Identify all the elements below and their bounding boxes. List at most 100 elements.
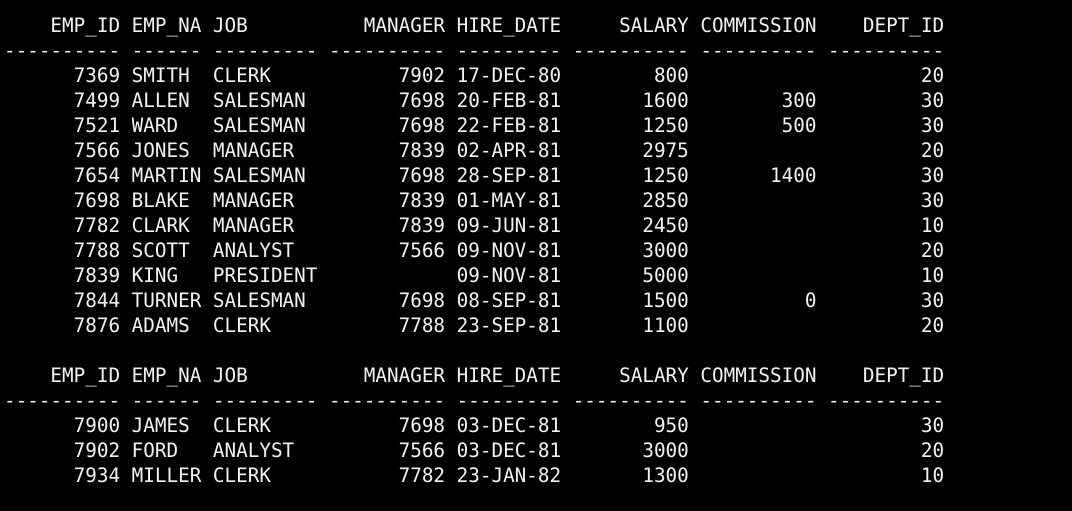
underline-segment: --------- [212, 389, 318, 412]
cell-dept-id: 20 [920, 239, 945, 262]
table-row: 7698 BLAKE MANAGER 7839 01-MAY-81 2850 3… [4, 188, 944, 213]
cell-commission: 500 [781, 114, 817, 137]
underline-segment: ---------- [572, 389, 689, 412]
cell-manager: 7839 [398, 214, 446, 237]
cell-emp-name: CLARK [131, 214, 190, 237]
column-header-hire-date: HIRE_DATE [456, 14, 562, 37]
underline-segment: ---------- [4, 39, 121, 62]
cell-salary: 2975 [642, 139, 689, 162]
cell-job: CLERK [212, 64, 271, 87]
cell-hire-date: 09-NOV-81 [456, 264, 562, 287]
table-row: 7566 JONES MANAGER 7839 02-APR-81 2975 2… [4, 138, 944, 163]
cell-dept-id: 20 [920, 139, 945, 162]
cell-emp-name: FORD [131, 439, 179, 462]
cell-dept-id: 30 [920, 89, 945, 112]
cell-dept-id: 10 [920, 214, 945, 237]
cell-dept-id: 10 [920, 264, 945, 287]
column-header-emp-id: EMP_ID [50, 364, 121, 387]
underline-segment: ---------- [328, 389, 446, 412]
column-header-emp-id: EMP_ID [50, 14, 121, 37]
result-page-2: EMP_ID EMP_NA JOB MANAGER HIRE_DATE SALA… [4, 363, 944, 488]
cell-manager: 7566 [398, 439, 446, 462]
cell-hire-date: 03-DEC-81 [456, 439, 562, 462]
cell-emp-id: 7566 [73, 139, 121, 162]
cell-manager: 7698 [398, 89, 446, 112]
cell-job: CLERK [212, 464, 271, 487]
header-underline: ---------- ------ --------- ---------- -… [4, 388, 944, 413]
cell-salary: 3000 [642, 439, 689, 462]
table-row: 7900 JAMES CLERK 7698 03-DEC-81 950 30 [4, 413, 944, 438]
cell-job: SALESMAN [212, 289, 306, 312]
cell-job: ANALYST [212, 239, 295, 262]
cell-commission: 1400 [770, 164, 817, 187]
cell-hire-date: 23-SEP-81 [456, 314, 562, 337]
cell-job: MANAGER [212, 189, 295, 212]
cell-emp-id: 7499 [73, 89, 121, 112]
cell-manager: 7839 [398, 139, 446, 162]
cell-emp-name: WARD [131, 114, 179, 137]
cell-job: MANAGER [212, 214, 295, 237]
underline-segment: ---------- [700, 39, 817, 62]
cell-emp-id: 7902 [73, 439, 121, 462]
cell-emp-id: 7369 [73, 64, 121, 87]
cell-manager: 7839 [398, 189, 446, 212]
column-header-commission: COMMISSION [700, 14, 817, 37]
cell-emp-name: KING [131, 264, 179, 287]
table-row: 7844 TURNER SALESMAN 7698 08-SEP-81 1500… [4, 288, 944, 313]
cell-emp-name: ADAMS [131, 314, 190, 337]
cell-emp-id: 7782 [73, 214, 121, 237]
cell-job: SALESMAN [212, 114, 306, 137]
cell-emp-name: JONES [131, 139, 190, 162]
cell-hire-date: 01-MAY-81 [456, 189, 562, 212]
cell-hire-date: 23-JAN-82 [456, 464, 562, 487]
column-header-manager: MANAGER [363, 364, 446, 387]
cell-emp-id: 7844 [73, 289, 121, 312]
underline-segment: ------ [131, 389, 202, 412]
cell-manager: 7698 [398, 289, 446, 312]
table-row: 7369 SMITH CLERK 7902 17-DEC-80 800 20 [4, 63, 944, 88]
table-row: 7876 ADAMS CLERK 7788 23-SEP-81 1100 20 [4, 313, 944, 338]
column-header-commission: COMMISSION [700, 364, 817, 387]
cell-salary: 1300 [642, 464, 689, 487]
underline-segment: --------- [212, 39, 318, 62]
column-header-emp-name: EMP_NA [131, 14, 202, 37]
cell-emp-name: SMITH [131, 64, 190, 87]
column-header-row: EMP_ID EMP_NA JOB MANAGER HIRE_DATE SALA… [4, 13, 944, 38]
table-row: 7782 CLARK MANAGER 7839 09-JUN-81 2450 1… [4, 213, 944, 238]
table-row: 7788 SCOTT ANALYST 7566 09-NOV-81 3000 2… [4, 238, 944, 263]
cell-job: PRESIDENT [212, 264, 318, 287]
cell-job: CLERK [212, 314, 271, 337]
cell-dept-id: 30 [920, 289, 945, 312]
cell-manager: 7782 [398, 464, 446, 487]
underline-segment: --------- [456, 389, 562, 412]
cell-commission: 300 [781, 89, 817, 112]
underline-segment: --------- [456, 39, 562, 62]
cell-dept-id: 30 [920, 189, 945, 212]
cell-hire-date: 02-APR-81 [456, 139, 562, 162]
cell-emp-id: 7876 [73, 314, 121, 337]
cell-dept-id: 30 [920, 414, 945, 437]
cell-hire-date: 09-JUN-81 [456, 214, 562, 237]
cell-dept-id: 30 [920, 114, 945, 137]
cell-salary: 1100 [642, 314, 689, 337]
cell-salary: 2450 [642, 214, 689, 237]
cell-emp-name: MILLER [131, 464, 202, 487]
underline-segment: ---------- [828, 39, 945, 62]
cell-job: SALESMAN [212, 164, 306, 187]
column-header-job: JOB [212, 14, 248, 37]
table-row: 7521 WARD SALESMAN 7698 22-FEB-81 1250 5… [4, 113, 944, 138]
cell-commission: 0 [804, 289, 817, 312]
cell-emp-id: 7839 [73, 264, 121, 287]
cell-salary: 1250 [642, 114, 689, 137]
cell-emp-id: 7900 [73, 414, 121, 437]
cell-hire-date: 09-NOV-81 [456, 239, 562, 262]
column-header-hire-date: HIRE_DATE [456, 364, 562, 387]
cell-emp-name: MARTIN [131, 164, 202, 187]
column-header-dept-id: DEPT_ID [862, 364, 945, 387]
cell-dept-id: 20 [920, 439, 945, 462]
table-row: 7654 MARTIN SALESMAN 7698 28-SEP-81 1250… [4, 163, 944, 188]
cell-manager: 7902 [398, 64, 446, 87]
cell-hire-date: 22-FEB-81 [456, 114, 562, 137]
cell-hire-date: 17-DEC-80 [456, 64, 562, 87]
